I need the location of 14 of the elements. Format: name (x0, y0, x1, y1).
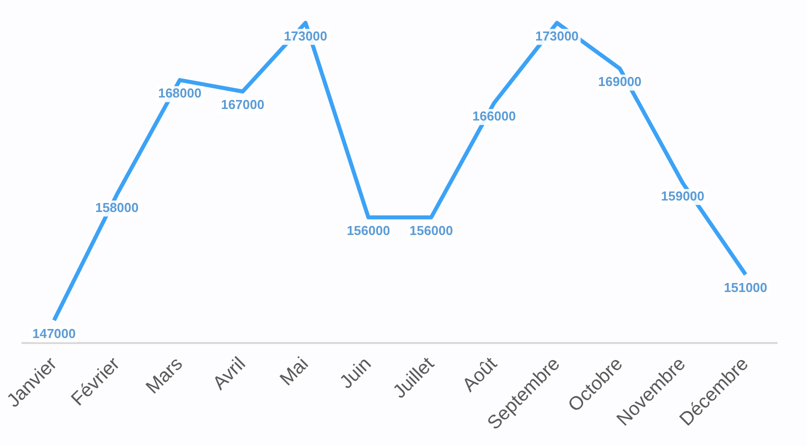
x-tick-label: Mai (276, 354, 313, 390)
data-label: 173000 (284, 28, 328, 44)
data-label: 159000 (661, 188, 704, 204)
data-label: 158000 (95, 200, 139, 216)
data-label: 156000 (346, 222, 390, 238)
data-label: 166000 (472, 108, 516, 124)
data-label: 167000 (220, 97, 264, 112)
data-label: 173000 (535, 28, 579, 44)
data-label: 168000 (158, 86, 202, 101)
data-label: 151000 (724, 280, 768, 296)
x-tick-label: Juin (336, 354, 376, 394)
data-label: 147000 (32, 326, 76, 341)
data-label: 169000 (598, 74, 642, 90)
data-label: 156000 (410, 222, 453, 238)
